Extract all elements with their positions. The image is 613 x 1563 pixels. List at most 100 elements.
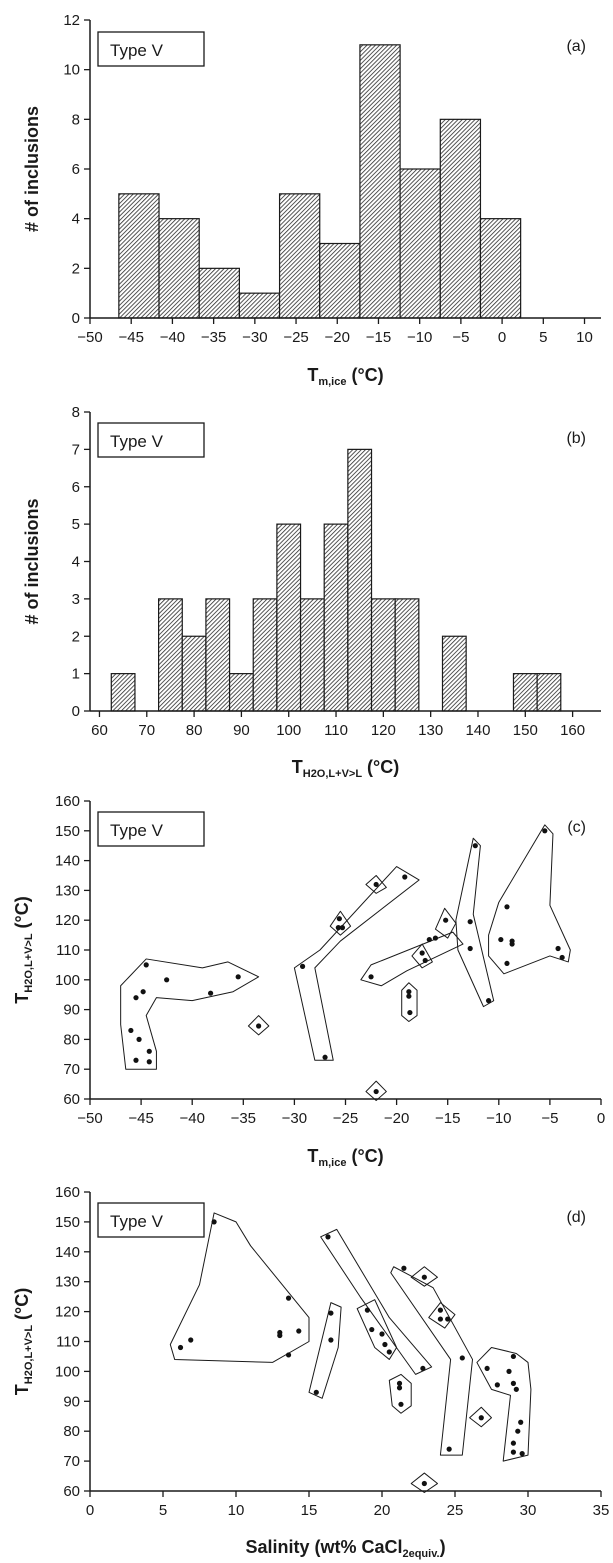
y-tick-label: 150 bbox=[55, 823, 80, 840]
histogram-bar bbox=[118, 193, 160, 319]
x-tick-label: 90 bbox=[233, 722, 250, 739]
x-tick-label: 25 bbox=[447, 1502, 464, 1519]
y-tick-label: 10 bbox=[63, 62, 80, 79]
legend-label: Type V bbox=[110, 432, 164, 451]
y-axis-title: TH2O,L+V>L (°C) bbox=[12, 896, 35, 1003]
histogram-bar bbox=[394, 598, 420, 712]
histogram-bar bbox=[181, 635, 207, 712]
x-tick-label: −45 bbox=[118, 329, 143, 346]
data-point bbox=[419, 950, 425, 956]
y-axis-title: TH2O,L+V>L (°C) bbox=[12, 1288, 35, 1395]
y-tick-label: 80 bbox=[63, 1031, 80, 1048]
group-outline bbox=[169, 1212, 310, 1363]
x-tick-label: −15 bbox=[435, 1110, 460, 1127]
x-tick-label: −30 bbox=[242, 329, 267, 346]
group-outline bbox=[360, 931, 464, 987]
panel-label: (b) bbox=[566, 430, 586, 447]
panel-label: (c) bbox=[567, 819, 586, 836]
data-point bbox=[518, 1419, 524, 1425]
y-tick-label: 12 bbox=[63, 12, 80, 29]
histogram-bar bbox=[228, 673, 254, 712]
data-point bbox=[555, 945, 561, 952]
legend-box bbox=[97, 422, 205, 458]
data-point bbox=[510, 1449, 516, 1455]
group-outline bbox=[390, 1266, 474, 1456]
histogram-bar bbox=[370, 598, 396, 712]
x-tick-label: −10 bbox=[486, 1110, 511, 1127]
data-point bbox=[188, 1337, 194, 1343]
data-point bbox=[494, 1382, 500, 1388]
x-tick-label: 130 bbox=[418, 722, 443, 739]
y-tick-label: 130 bbox=[55, 1274, 80, 1291]
y-tick-label: 100 bbox=[55, 972, 80, 989]
y-tick-label: 60 bbox=[63, 1091, 80, 1108]
data-point bbox=[498, 936, 504, 943]
y-tick-label: 0 bbox=[72, 310, 80, 327]
group-outline bbox=[308, 1302, 342, 1399]
x-tick-label: 20 bbox=[374, 1502, 391, 1519]
legend-box bbox=[97, 1202, 205, 1238]
group-outline bbox=[428, 1302, 456, 1329]
y-tick-label: 90 bbox=[63, 1002, 80, 1019]
group-outline bbox=[388, 1373, 412, 1414]
x-tick-label: 10 bbox=[576, 329, 593, 346]
data-point bbox=[328, 1310, 334, 1316]
y-tick-label: 130 bbox=[55, 882, 80, 899]
x-tick-label: 120 bbox=[371, 722, 396, 739]
data-point bbox=[128, 1027, 134, 1034]
data-point bbox=[485, 998, 492, 1004]
y-tick-label: 2 bbox=[72, 628, 80, 645]
data-point bbox=[373, 881, 379, 888]
histogram-bar bbox=[158, 598, 183, 712]
y-tick-label: 160 bbox=[55, 1184, 80, 1201]
data-point bbox=[146, 1059, 152, 1065]
x-tick-label: −20 bbox=[384, 1110, 409, 1127]
data-point bbox=[296, 1328, 302, 1334]
data-point bbox=[373, 1088, 379, 1095]
histogram-bar bbox=[512, 673, 538, 712]
group-outline bbox=[410, 1266, 438, 1287]
x-tick-label: −10 bbox=[407, 329, 432, 346]
data-point bbox=[136, 1036, 142, 1042]
data-point bbox=[146, 1048, 152, 1054]
data-point bbox=[513, 1386, 519, 1392]
y-tick-label: 8 bbox=[72, 404, 80, 421]
histogram-bar bbox=[198, 267, 240, 319]
data-point bbox=[406, 989, 412, 995]
data-point bbox=[445, 1316, 451, 1322]
data-point bbox=[299, 963, 306, 969]
histogram-bar bbox=[299, 598, 325, 712]
data-point bbox=[401, 1265, 407, 1271]
data-point bbox=[235, 974, 241, 980]
x-tick-label: 160 bbox=[560, 722, 585, 739]
x-tick-label: 100 bbox=[276, 722, 301, 739]
data-point bbox=[335, 925, 341, 931]
data-point bbox=[211, 1219, 217, 1225]
x-tick-label: 70 bbox=[138, 722, 155, 739]
group-outline bbox=[320, 1228, 433, 1375]
histogram-bar bbox=[399, 168, 441, 319]
y-tick-label: 6 bbox=[72, 161, 80, 178]
data-point bbox=[510, 1380, 516, 1386]
group-outline bbox=[469, 1406, 492, 1428]
data-point bbox=[364, 1307, 370, 1313]
y-tick-label: 8 bbox=[72, 111, 80, 128]
group-outline bbox=[356, 1299, 398, 1360]
y-tick-label: 5 bbox=[72, 516, 80, 533]
group-outline bbox=[365, 875, 387, 894]
legend-label: Type V bbox=[110, 821, 164, 840]
group-outline bbox=[247, 1015, 270, 1036]
data-point bbox=[443, 917, 449, 923]
histogram-bar bbox=[319, 242, 361, 319]
x-tick-label: 35 bbox=[593, 1502, 610, 1519]
histogram-bar bbox=[536, 673, 562, 712]
histogram-bar bbox=[158, 218, 200, 319]
x-tick-label: −50 bbox=[77, 1110, 102, 1127]
y-axis-title: # of inclusions bbox=[22, 106, 42, 232]
x-tick-label: 60 bbox=[91, 722, 108, 739]
x-tick-label: 0 bbox=[498, 329, 506, 346]
x-tick-label: 0 bbox=[86, 1502, 94, 1519]
